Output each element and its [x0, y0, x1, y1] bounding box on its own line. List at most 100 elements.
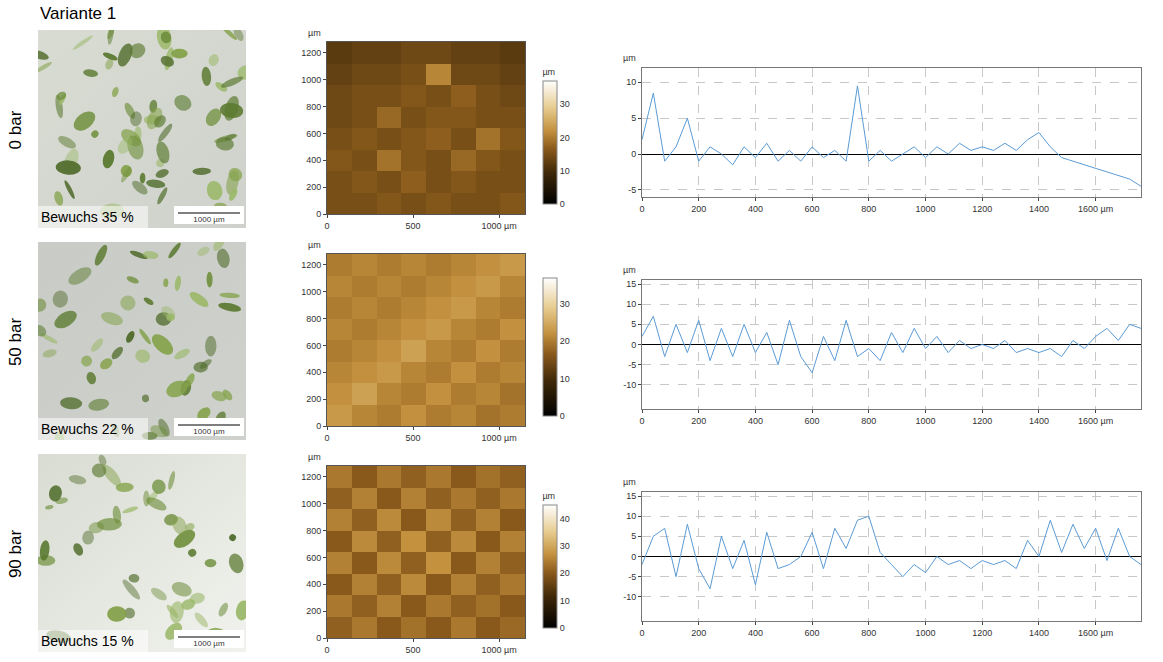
svg-text:1400: 1400	[1029, 628, 1049, 638]
svg-text:µm: µm	[542, 491, 555, 501]
svg-text:1000 µm: 1000 µm	[193, 639, 225, 648]
svg-text:30: 30	[560, 99, 570, 109]
svg-text:0: 0	[639, 416, 644, 426]
svg-text:400: 400	[306, 367, 321, 377]
svg-text:200: 200	[306, 182, 321, 192]
svg-text:800: 800	[306, 526, 321, 536]
svg-text:10: 10	[626, 77, 636, 87]
svg-text:400: 400	[306, 155, 321, 165]
svg-text:20: 20	[560, 133, 570, 143]
svg-text:30: 30	[560, 541, 570, 551]
svg-text:0: 0	[316, 633, 321, 643]
svg-text:5: 5	[631, 319, 636, 329]
svg-text:1200: 1200	[301, 48, 321, 58]
svg-text:1400: 1400	[1029, 416, 1049, 426]
svg-text:Bewuchs 22 %: Bewuchs 22 %	[41, 421, 134, 437]
svg-text:0: 0	[324, 645, 329, 655]
svg-text:600: 600	[805, 628, 820, 638]
svg-text:1400: 1400	[1029, 204, 1049, 214]
svg-text:µm: µm	[542, 67, 555, 77]
svg-text:15: 15	[626, 491, 636, 501]
svg-text:-10: -10	[623, 592, 636, 602]
svg-text:0: 0	[560, 623, 565, 633]
svg-text:400: 400	[306, 579, 321, 589]
svg-text:500: 500	[406, 433, 421, 443]
svg-text:10: 10	[626, 299, 636, 309]
svg-text:1200: 1200	[972, 204, 992, 214]
svg-text:10: 10	[560, 166, 570, 176]
svg-text:800: 800	[861, 628, 876, 638]
svg-text:5: 5	[631, 531, 636, 541]
svg-text:1000 µm: 1000 µm	[482, 645, 517, 655]
svg-text:200: 200	[306, 606, 321, 616]
svg-text:200: 200	[691, 416, 706, 426]
svg-text:0: 0	[631, 149, 636, 159]
svg-text:600: 600	[306, 553, 321, 563]
svg-text:Bewuchs 15 %: Bewuchs 15 %	[41, 633, 134, 649]
svg-text:1600 µm: 1600 µm	[1078, 204, 1113, 214]
svg-text:1200: 1200	[972, 416, 992, 426]
svg-text:1200: 1200	[301, 260, 321, 270]
svg-text:1600 µm: 1600 µm	[1078, 416, 1113, 426]
svg-text:1000 µm: 1000 µm	[193, 215, 225, 224]
svg-text:0: 0	[639, 628, 644, 638]
svg-text:1000: 1000	[301, 75, 321, 85]
svg-text:1000: 1000	[916, 416, 936, 426]
svg-text:600: 600	[805, 204, 820, 214]
svg-text:-5: -5	[628, 572, 636, 582]
svg-text:0: 0	[560, 199, 565, 209]
svg-text:-10: -10	[623, 380, 636, 390]
svg-text:1200: 1200	[301, 472, 321, 482]
svg-text:400: 400	[748, 416, 763, 426]
svg-text:20: 20	[560, 336, 570, 346]
svg-text:µm: µm	[308, 240, 321, 250]
svg-text:0: 0	[631, 340, 636, 350]
svg-text:-5: -5	[628, 185, 636, 195]
svg-text:1000: 1000	[301, 499, 321, 509]
svg-text:µm: µm	[623, 265, 636, 275]
svg-text:5: 5	[631, 113, 636, 123]
svg-text:800: 800	[306, 102, 321, 112]
svg-text:µm: µm	[623, 53, 636, 63]
svg-text:1000: 1000	[301, 287, 321, 297]
svg-text:1000: 1000	[916, 628, 936, 638]
svg-text:200: 200	[691, 204, 706, 214]
svg-text:0: 0	[560, 411, 565, 421]
svg-text:µm: µm	[308, 28, 321, 38]
svg-text:10: 10	[560, 374, 570, 384]
svg-text:400: 400	[748, 628, 763, 638]
svg-text:600: 600	[805, 416, 820, 426]
svg-text:µm: µm	[623, 477, 636, 487]
svg-text:500: 500	[406, 645, 421, 655]
svg-text:400: 400	[748, 204, 763, 214]
svg-text:800: 800	[861, 204, 876, 214]
svg-text:0: 0	[631, 552, 636, 562]
svg-text:1200: 1200	[972, 628, 992, 638]
svg-text:1000 µm: 1000 µm	[482, 221, 517, 231]
svg-text:10: 10	[560, 596, 570, 606]
svg-text:15: 15	[626, 279, 636, 289]
svg-text:200: 200	[306, 394, 321, 404]
svg-text:0: 0	[639, 204, 644, 214]
svg-text:1000 µm: 1000 µm	[482, 433, 517, 443]
svg-text:600: 600	[306, 341, 321, 351]
svg-text:0: 0	[316, 209, 321, 219]
svg-text:-5: -5	[628, 360, 636, 370]
svg-text:800: 800	[306, 314, 321, 324]
svg-text:30: 30	[560, 299, 570, 309]
svg-text:200: 200	[691, 628, 706, 638]
svg-text:1000: 1000	[916, 204, 936, 214]
svg-text:10: 10	[626, 511, 636, 521]
svg-text:20: 20	[560, 568, 570, 578]
svg-text:600: 600	[306, 129, 321, 139]
svg-text:Bewuchs 35 %: Bewuchs 35 %	[41, 209, 134, 225]
svg-text:0: 0	[316, 421, 321, 431]
svg-text:1000 µm: 1000 µm	[193, 427, 225, 436]
svg-text:0: 0	[324, 221, 329, 231]
svg-text:800: 800	[861, 416, 876, 426]
svg-text:0: 0	[324, 433, 329, 443]
svg-text:40: 40	[560, 514, 570, 524]
svg-text:1600 µm: 1600 µm	[1078, 628, 1113, 638]
svg-text:µm: µm	[308, 452, 321, 462]
svg-text:500: 500	[406, 221, 421, 231]
